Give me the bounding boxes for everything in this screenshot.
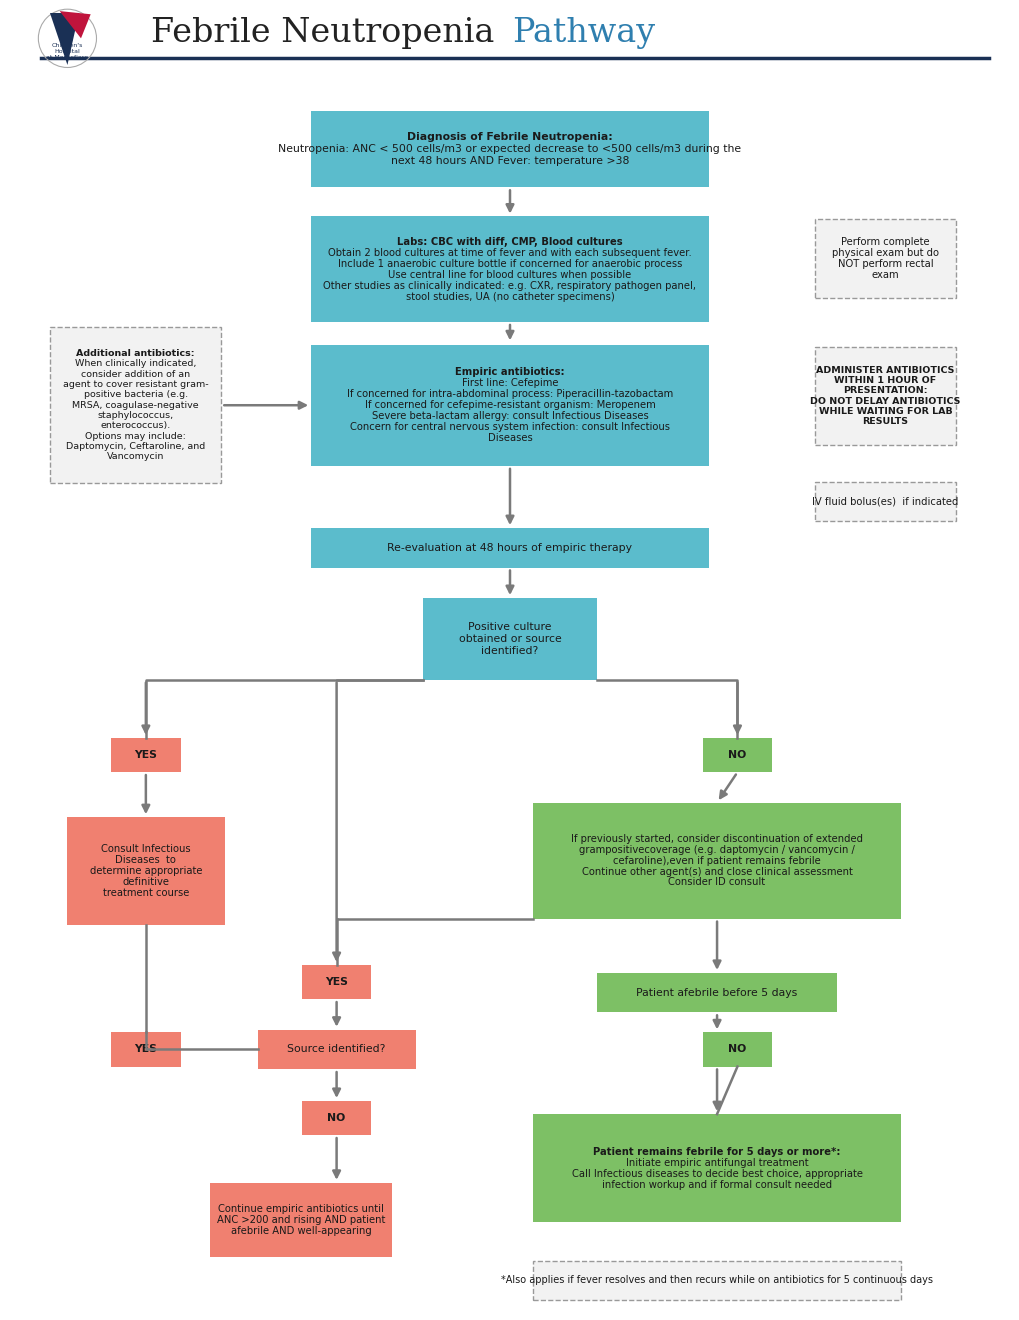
Text: exam: exam	[870, 271, 899, 280]
Text: infection workup and if formal consult needed: infection workup and if formal consult n…	[601, 1180, 832, 1189]
Bar	[814, 482, 955, 521]
Text: Positive culture: Positive culture	[468, 622, 551, 632]
Bar	[702, 1032, 771, 1067]
Text: PRESENTATION:: PRESENTATION:	[843, 387, 926, 395]
Text: Diseases  to: Diseases to	[115, 855, 176, 866]
Polygon shape	[59, 11, 91, 38]
Bar	[423, 598, 596, 680]
Text: Diseases: Diseases	[487, 433, 532, 444]
Text: Consult Infectious: Consult Infectious	[101, 845, 191, 854]
Text: If previously started, consider discontinuation of extended: If previously started, consider disconti…	[571, 834, 862, 843]
Bar	[67, 817, 224, 925]
Text: NOT perform rectal: NOT perform rectal	[837, 259, 932, 269]
Bar	[702, 738, 771, 772]
Text: Perform complete: Perform complete	[841, 238, 928, 247]
Text: If concerned for intra-abdominal process: Piperacillin-tazobactam: If concerned for intra-abdominal process…	[346, 389, 673, 400]
Text: Other studies as clinically indicated: e.g. CXR, respiratory pathogen panel,: Other studies as clinically indicated: e…	[323, 281, 696, 290]
Text: NO: NO	[327, 1113, 345, 1123]
Text: Neutropenia: ANC < 500 cells/m3 or expected decrease to <500 cells/m3 during the: Neutropenia: ANC < 500 cells/m3 or expec…	[278, 144, 741, 154]
Text: determine appropriate: determine appropriate	[90, 866, 202, 876]
Text: Source identified?: Source identified?	[287, 1044, 385, 1055]
Bar	[311, 216, 708, 322]
Text: YES: YES	[135, 750, 157, 760]
Text: Include 1 anaerobic culture bottle if concerned for anaerobic process: Include 1 anaerobic culture bottle if co…	[337, 259, 682, 269]
Text: ADMINISTER ANTIBIOTICS: ADMINISTER ANTIBIOTICS	[815, 366, 954, 375]
Bar	[302, 1101, 371, 1135]
Bar	[814, 347, 955, 445]
Text: MRSA, coagulase-negative: MRSA, coagulase-negative	[72, 401, 199, 409]
Text: next 48 hours AND Fever: temperature >38: next 48 hours AND Fever: temperature >38	[390, 156, 629, 166]
Text: Consider ID consult: Consider ID consult	[667, 878, 765, 887]
Text: cefaroline),even if patient remains febrile: cefaroline),even if patient remains febr…	[612, 855, 820, 866]
Text: stool studies, UA (no catheter specimens): stool studies, UA (no catheter specimens…	[406, 292, 613, 301]
Text: WITHIN 1 HOUR OF: WITHIN 1 HOUR OF	[834, 376, 935, 385]
Text: Diagnosis of Febrile Neutropenia:: Diagnosis of Febrile Neutropenia:	[407, 132, 612, 143]
Text: Patient remains febrile for 5 days or more*:: Patient remains febrile for 5 days or mo…	[593, 1147, 840, 1156]
Text: *Also applies if fever resolves and then recurs while on antibiotics for 5 conti: *Also applies if fever resolves and then…	[500, 1275, 932, 1286]
Bar	[311, 345, 708, 466]
Bar	[111, 738, 180, 772]
Text: staphylococcus,: staphylococcus,	[98, 411, 173, 420]
Text: When clinically indicated,: When clinically indicated,	[75, 359, 196, 368]
Text: YES: YES	[325, 977, 347, 987]
Text: Vancomycin: Vancomycin	[107, 453, 164, 462]
Text: Call Infectious diseases to decide best choice, appropriate: Call Infectious diseases to decide best …	[571, 1168, 862, 1179]
Text: Continue other agent(s) and close clinical assessment: Continue other agent(s) and close clinic…	[581, 866, 852, 876]
Text: NO: NO	[728, 1044, 746, 1055]
Polygon shape	[50, 13, 79, 65]
Text: treatment course: treatment course	[103, 888, 189, 898]
Text: DO NOT DELAY ANTIBIOTICS: DO NOT DELAY ANTIBIOTICS	[809, 397, 960, 405]
Text: Use central line for blood cultures when possible: Use central line for blood cultures when…	[388, 269, 631, 280]
Text: YES: YES	[135, 1044, 157, 1055]
Text: Options may include:: Options may include:	[86, 432, 185, 441]
Text: identified?: identified?	[481, 645, 538, 656]
Text: enterococcus).: enterococcus).	[101, 421, 170, 430]
Text: RESULTS: RESULTS	[861, 417, 908, 426]
Text: Pathway: Pathway	[512, 17, 654, 49]
Text: Patient afebrile before 5 days: Patient afebrile before 5 days	[636, 987, 797, 998]
Bar	[111, 1032, 180, 1067]
Text: NO: NO	[728, 750, 746, 760]
Bar	[533, 803, 900, 919]
Text: definitive: definitive	[122, 876, 169, 887]
Bar	[596, 973, 836, 1012]
Text: The
Children's
Hospital
at Montefiore: The Children's Hospital at Montefiore	[46, 37, 89, 61]
Bar	[533, 1114, 900, 1222]
Bar	[257, 1030, 416, 1069]
Text: Febrile Neutropenia: Febrile Neutropenia	[151, 17, 504, 49]
Bar	[302, 965, 371, 999]
Bar	[311, 528, 708, 568]
Text: WHILE WAITING FOR LAB: WHILE WAITING FOR LAB	[817, 407, 952, 416]
Text: Initiate empiric antifungal treatment: Initiate empiric antifungal treatment	[625, 1158, 808, 1168]
Text: grampositivecoverage (e.g. daptomycin / vancomycin /: grampositivecoverage (e.g. daptomycin / …	[579, 845, 854, 855]
Text: Obtain 2 blood cultures at time of fever and with each subsequent fever.: Obtain 2 blood cultures at time of fever…	[328, 248, 691, 257]
Text: Severe beta-lactam allergy: consult Infectious Diseases: Severe beta-lactam allergy: consult Infe…	[371, 411, 648, 421]
Text: Continue empiric antibiotics until: Continue empiric antibiotics until	[218, 1204, 383, 1214]
Text: Empiric antibiotics:: Empiric antibiotics:	[454, 367, 565, 378]
Bar	[210, 1183, 391, 1257]
Text: Re-evaluation at 48 hours of empiric therapy: Re-evaluation at 48 hours of empiric the…	[387, 543, 632, 553]
Text: Additional antibiotics:: Additional antibiotics:	[76, 348, 195, 358]
Text: positive bacteria (e.g.: positive bacteria (e.g.	[84, 391, 187, 400]
Text: First line: Cefepime: First line: Cefepime	[462, 379, 557, 388]
Bar	[533, 1261, 900, 1300]
Bar	[814, 219, 955, 298]
Text: obtained or source: obtained or source	[459, 634, 560, 644]
Text: Labs: CBC with diff, CMP, Blood cultures: Labs: CBC with diff, CMP, Blood cultures	[396, 238, 623, 247]
Text: If concerned for cefepime-resistant organism: Meropenem: If concerned for cefepime-resistant orga…	[364, 400, 655, 411]
Text: consider addition of an: consider addition of an	[82, 370, 190, 379]
Text: ANC >200 and rising AND patient: ANC >200 and rising AND patient	[216, 1214, 385, 1225]
Text: afebrile AND well-appearing: afebrile AND well-appearing	[230, 1225, 371, 1236]
Bar	[50, 327, 221, 483]
Bar	[311, 111, 708, 187]
Text: physical exam but do: physical exam but do	[832, 248, 937, 259]
Text: agent to cover resistant gram-: agent to cover resistant gram-	[63, 380, 208, 389]
Text: Daptomycin, Ceftaroline, and: Daptomycin, Ceftaroline, and	[66, 442, 205, 451]
Text: Concern for central nervous system infection: consult Infectious: Concern for central nervous system infec…	[350, 422, 669, 432]
Text: IV fluid bolus(es)  if indicated: IV fluid bolus(es) if indicated	[811, 496, 958, 507]
